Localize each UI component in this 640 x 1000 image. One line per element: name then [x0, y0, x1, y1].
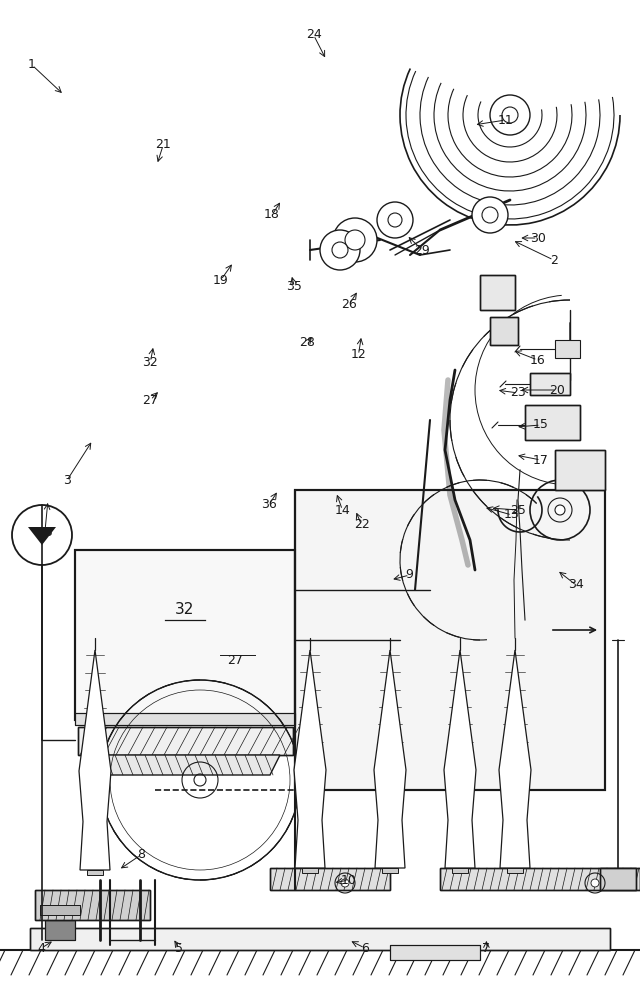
Text: 11: 11 — [498, 113, 513, 126]
Text: 3: 3 — [63, 474, 71, 487]
Text: 30: 30 — [530, 232, 545, 244]
Text: 21: 21 — [156, 138, 171, 151]
Text: 29: 29 — [415, 243, 430, 256]
Polygon shape — [79, 650, 111, 870]
Circle shape — [377, 202, 413, 238]
Polygon shape — [499, 650, 531, 868]
Bar — [45, 920, 75, 940]
Bar — [295, 490, 605, 790]
Text: 27: 27 — [227, 654, 243, 666]
Text: 1: 1 — [28, 58, 36, 72]
Text: 4: 4 — [38, 942, 45, 954]
Bar — [35, 890, 150, 920]
Bar — [525, 405, 580, 440]
Text: 14: 14 — [335, 504, 350, 516]
Circle shape — [502, 107, 518, 123]
Bar — [295, 490, 605, 790]
Bar — [270, 868, 390, 890]
Circle shape — [490, 95, 530, 135]
Polygon shape — [374, 650, 406, 868]
Text: 25: 25 — [511, 504, 526, 516]
Bar — [40, 905, 80, 915]
Text: 36: 36 — [261, 498, 276, 512]
Bar — [490, 317, 518, 345]
Text: 32: 32 — [175, 602, 195, 617]
Bar — [440, 868, 640, 890]
Bar — [530, 373, 570, 395]
Text: 10: 10 — [341, 874, 356, 886]
Text: 8: 8 — [137, 848, 145, 861]
Bar — [600, 868, 636, 890]
Bar — [490, 317, 518, 345]
Circle shape — [472, 197, 508, 233]
Bar — [75, 713, 295, 725]
Bar — [75, 713, 295, 725]
Bar — [270, 868, 390, 890]
Bar — [440, 868, 640, 890]
Text: 22: 22 — [354, 518, 369, 532]
Bar — [78, 727, 293, 755]
Circle shape — [332, 242, 348, 258]
Bar — [555, 450, 605, 490]
Circle shape — [555, 505, 565, 515]
Bar — [35, 890, 150, 920]
Bar — [45, 920, 75, 940]
Text: 34: 34 — [568, 578, 584, 591]
Bar — [452, 868, 468, 873]
Bar — [555, 450, 605, 490]
Bar — [507, 868, 523, 873]
Bar — [600, 868, 636, 890]
Polygon shape — [294, 650, 326, 868]
Bar — [75, 550, 295, 720]
Polygon shape — [90, 755, 280, 775]
Circle shape — [341, 879, 349, 887]
Text: 18: 18 — [264, 209, 280, 222]
Text: 12: 12 — [351, 349, 366, 361]
Circle shape — [482, 207, 498, 223]
Bar — [382, 868, 398, 873]
Text: 17: 17 — [533, 454, 548, 466]
Text: 16: 16 — [530, 354, 545, 366]
Circle shape — [333, 218, 377, 262]
Text: 2: 2 — [550, 253, 557, 266]
Text: 33: 33 — [37, 526, 52, 540]
Text: 23: 23 — [511, 386, 526, 399]
Text: 35: 35 — [287, 280, 302, 294]
Bar — [30, 928, 610, 950]
Bar — [555, 340, 580, 358]
Bar — [530, 373, 570, 395]
Bar — [302, 868, 318, 873]
Polygon shape — [28, 527, 56, 545]
Bar — [40, 905, 80, 915]
Text: 20: 20 — [549, 383, 564, 396]
Text: 27: 27 — [143, 393, 158, 406]
Bar — [525, 405, 580, 440]
Text: 26: 26 — [341, 298, 356, 312]
Bar — [87, 870, 103, 875]
Text: 7: 7 — [483, 942, 490, 954]
Bar — [75, 550, 295, 720]
Text: 5: 5 — [175, 942, 183, 954]
Circle shape — [388, 213, 402, 227]
Text: 6: 6 — [361, 942, 369, 954]
Text: 19: 19 — [213, 273, 228, 286]
Polygon shape — [444, 650, 476, 868]
Text: 24: 24 — [306, 28, 321, 41]
Text: 32: 32 — [143, 356, 158, 368]
Bar — [480, 275, 515, 310]
Text: 15: 15 — [533, 418, 548, 432]
Text: 13: 13 — [504, 508, 520, 522]
Text: 28: 28 — [300, 336, 315, 350]
Bar — [78, 727, 293, 755]
Bar — [480, 275, 515, 310]
Bar — [30, 928, 610, 950]
Bar — [390, 945, 480, 960]
Circle shape — [345, 230, 365, 250]
Bar — [390, 945, 480, 960]
Text: 9: 9 — [406, 568, 413, 582]
Circle shape — [320, 230, 360, 270]
Circle shape — [591, 879, 599, 887]
